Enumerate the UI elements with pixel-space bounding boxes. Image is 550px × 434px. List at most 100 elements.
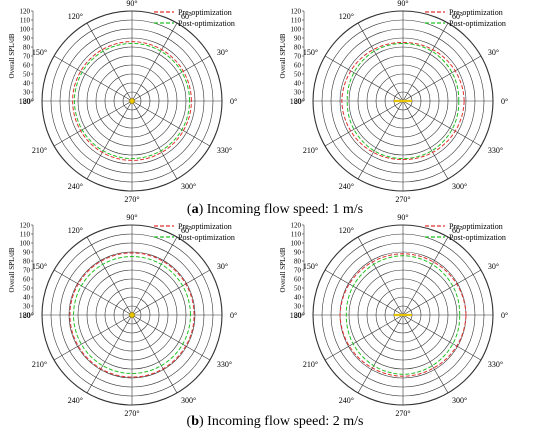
series-line-pre (72, 41, 192, 161)
angle-tick-label: 300° (181, 182, 196, 191)
radial-tick-label: 110 (20, 231, 31, 239)
series-line-pre (339, 253, 467, 377)
axis-title: Overall SPL/dB (8, 247, 16, 292)
angle-tick-label: 330° (217, 146, 232, 155)
angle-tick-label: 30° (217, 262, 228, 271)
axis-title: Overall SPL/dB (8, 33, 16, 78)
radial-tick-label: 110 (20, 17, 31, 25)
grid-spoke (324, 100, 404, 147)
legend-label-post: Post-optimization (178, 233, 235, 242)
radial-tick-label: 100 (20, 26, 31, 34)
radial-tick-label: 80 (23, 44, 31, 52)
angle-tick-label: 120° (68, 12, 83, 21)
legend-label-pre: Pre-optimization (178, 222, 232, 231)
angle-tick-label: 0° (230, 311, 237, 320)
grid-spoke (402, 314, 482, 361)
legend-label-post: Post-optimization (449, 233, 506, 242)
grid-spoke (131, 314, 211, 361)
grid-spoke (53, 100, 133, 147)
radial-tick-label: 80 (294, 44, 302, 52)
angle-tick-label: 150° (303, 48, 318, 57)
angle-tick-label: 330° (488, 146, 503, 155)
grid-spoke (86, 236, 133, 316)
radial-tick-label: 50 (23, 285, 31, 293)
grid-spoke (402, 314, 449, 394)
grid-spoke (86, 100, 133, 180)
grid-spoke (402, 100, 482, 147)
angle-tick-label: 330° (217, 360, 232, 369)
angle-tick-label: 60° (452, 12, 463, 21)
radial-tick-label: 30 (23, 89, 31, 97)
grid-spoke (131, 55, 211, 102)
radial-tick-label: 70 (294, 53, 302, 61)
grid-spoke (357, 314, 404, 394)
grid-spoke (402, 22, 449, 102)
radial-tick-label: 70 (294, 267, 302, 275)
grid-spoke (131, 269, 211, 316)
grid-spoke (131, 22, 178, 102)
angle-tick-label: 270° (395, 409, 410, 418)
radial-tick-label: 30 (294, 89, 302, 97)
grid-spoke (402, 236, 449, 316)
grid-spoke (324, 55, 404, 102)
radial-tick-label: 40 (294, 80, 302, 88)
radial-tick-label: 50 (23, 71, 31, 79)
series-line-post (345, 255, 461, 375)
series-line-pre (69, 252, 195, 378)
angle-tick-label: 300° (181, 396, 196, 405)
radial-tick-label: 80 (23, 258, 31, 266)
source-marker-point (129, 312, 135, 318)
radial-tick-label: 60 (23, 276, 31, 284)
angle-tick-label: 60° (181, 12, 192, 21)
angle-tick-label: 90° (397, 213, 408, 222)
angle-tick-label: 210° (303, 360, 318, 369)
radial-tick-label: 60 (294, 62, 302, 70)
legend-label-pre: Pre-optimization (178, 8, 232, 17)
radial-tick-label: 30 (23, 303, 31, 311)
radial-tick-label: 100 (291, 240, 302, 248)
angle-tick-label: 90° (126, 0, 137, 8)
axis-title: Overall SPL/dB (279, 247, 287, 292)
series-line-post (73, 42, 191, 160)
radial-tick-label: 100 (291, 26, 302, 34)
radial-tick-label: 90 (294, 35, 302, 43)
radial-tick-label: 50 (294, 285, 302, 293)
radial-tick-label: 40 (23, 294, 31, 302)
grid-spoke (131, 100, 211, 147)
radial-tick-label: 40 (23, 80, 31, 88)
series-line-post (72, 255, 191, 375)
angle-tick-label: 330° (488, 360, 503, 369)
radial-tick-label: 30 (294, 303, 302, 311)
legend-label-pre: Pre-optimization (449, 222, 503, 231)
radial-tick-label: 90 (23, 249, 31, 257)
radial-tick-label: 20 (294, 98, 302, 106)
grid-spoke (53, 314, 133, 361)
grid-spoke (131, 314, 178, 394)
grid-spoke (357, 22, 404, 102)
angle-tick-label: 210° (303, 146, 318, 155)
grid-spoke (357, 100, 404, 180)
angle-tick-label: 30° (217, 48, 228, 57)
angle-tick-label: 150° (32, 262, 47, 271)
grid-spoke (402, 269, 482, 316)
angle-tick-label: 240° (68, 396, 83, 405)
radial-tick-label: 50 (294, 71, 302, 79)
radial-tick-label: 70 (23, 53, 31, 61)
radial-tick-label: 20 (23, 98, 31, 106)
angle-tick-label: 150° (32, 48, 47, 57)
caption-b: (b) Incoming flow speed: 2 m/s (186, 414, 364, 429)
angle-tick-label: 180° (19, 311, 34, 320)
legend-label-post: Post-optimization (449, 19, 506, 28)
angle-tick-label: 210° (32, 146, 47, 155)
angle-tick-label: 270° (395, 195, 410, 204)
caption-b-text: Incoming flow speed: 2 m/s (203, 414, 364, 429)
angle-tick-label: 90° (397, 0, 408, 8)
grid-spoke (131, 236, 178, 316)
axis-title: Overall SPL/dB (279, 33, 287, 78)
grid-spoke (53, 55, 133, 102)
grid-spoke (402, 100, 449, 180)
angle-tick-label: 270° (124, 409, 139, 418)
grid-spoke (86, 22, 133, 102)
angle-tick-label: 30° (488, 262, 499, 271)
